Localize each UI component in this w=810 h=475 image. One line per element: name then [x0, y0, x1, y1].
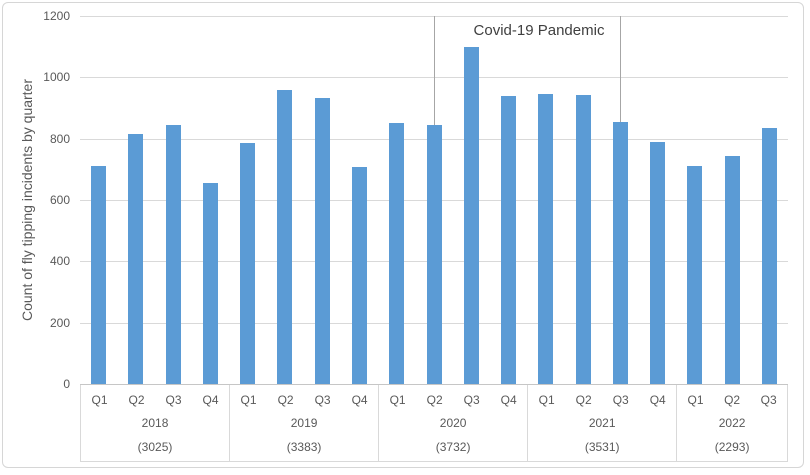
bar-2018-q3: [165, 124, 181, 384]
y-tick-label: 400: [49, 254, 70, 269]
covid-annotation-label: Covid-19 Pandemic: [473, 22, 605, 39]
covid-start-line: [434, 16, 435, 126]
x-tick-2021-q1: Q1: [538, 393, 555, 407]
bar-2020-q1: [389, 122, 405, 384]
bar-2021-q1: [538, 93, 554, 384]
x-tick-2022-q1: Q1: [687, 393, 704, 407]
quarter-label-row: Q1 Q2 Q3 Q4: [379, 385, 527, 411]
x-tick-2020-q2: Q2: [426, 393, 443, 407]
x-tick-2021-q4: Q4: [649, 393, 666, 407]
x-tick-2019-q1: Q1: [240, 393, 257, 407]
quarter-label-row: Q1 Q2 Q3 Q4: [81, 385, 229, 411]
quarter-label-row: Q1 Q2 Q3 Q4: [230, 385, 378, 411]
x-tick-2018-q2: Q2: [128, 393, 145, 407]
year-total-2018: (3025): [137, 440, 173, 454]
bar-2021-q3: [612, 122, 628, 384]
bar-2018-q4: [202, 183, 218, 384]
x-axis-group-2018: Q1 Q2 Q3 Q4 2018 (3025): [80, 385, 229, 461]
bar-2020-q4: [501, 96, 517, 384]
year-label-2021: 2021: [588, 416, 616, 430]
year-total-2020: (3732): [435, 440, 471, 454]
x-tick-2018-q4: Q4: [202, 393, 219, 407]
year-total-2022: (2293): [714, 440, 750, 454]
y-tick-label: 0: [63, 377, 70, 391]
bar-2019-q4: [351, 167, 367, 384]
bar-2022-q2: [724, 155, 740, 384]
bar-2022-q3: [761, 127, 777, 384]
bar-2019-q3: [314, 97, 330, 384]
y-tick-label: 800: [49, 131, 70, 146]
covid-end-line: [620, 16, 622, 123]
bar-2020-q2: [426, 125, 442, 384]
y-tick-label: 1000: [43, 70, 70, 85]
x-axis-group-2019: Q1 Q2 Q3 Q4 2019 (3383): [229, 385, 378, 461]
x-axis-category-table: Q1 Q2 Q3 Q4 2018 (3025) Q1 Q2 Q3 Q4 2019 (3383) Q1 Q2…: [80, 384, 788, 462]
x-axis-group-2021: Q1 Q2 Q3 Q4 2021 (3531): [527, 385, 676, 461]
year-total-2019: (3383): [286, 440, 322, 454]
bar-2019-q1: [240, 142, 256, 384]
x-tick-2020-q4: Q4: [500, 393, 517, 407]
x-tick-2019-q4: Q4: [351, 393, 368, 407]
y-tick-label: 1200: [43, 9, 70, 23]
x-tick-2021-q3: Q3: [612, 393, 629, 407]
x-tick-2018-q3: Q3: [165, 393, 182, 407]
bar-2018-q1: [91, 165, 107, 384]
x-tick-2018-q1: Q1: [91, 393, 108, 407]
year-label-2022: 2022: [718, 416, 746, 430]
year-label-2019: 2019: [290, 416, 318, 430]
year-label-2020: 2020: [439, 416, 467, 430]
bar-2021-q2: [575, 95, 591, 384]
y-tick-label: 600: [49, 193, 70, 207]
x-tick-2019-q3: Q3: [314, 393, 331, 407]
bar-2021-q4: [650, 141, 666, 384]
quarter-label-row: Q1 Q2 Q3: [677, 385, 787, 411]
x-tick-2020-q1: Q1: [389, 393, 406, 407]
x-axis-group-2022: Q1 Q2 Q3 2022 (2293): [676, 385, 788, 461]
x-tick-2021-q2: Q2: [575, 393, 592, 407]
x-tick-2020-q3: Q3: [463, 393, 480, 407]
x-tick-2019-q2: Q2: [277, 393, 294, 407]
x-axis-group-2020: Q1 Q2 Q3 Q4 2020 (3732): [378, 385, 527, 461]
x-tick-2022-q3: Q3: [760, 393, 777, 407]
bar-2019-q2: [277, 90, 293, 384]
year-total-2021: (3531): [584, 440, 620, 454]
bar-2018-q2: [128, 134, 144, 384]
bar-2022-q1: [687, 165, 703, 384]
year-label-2018: 2018: [141, 416, 169, 430]
y-tick-label: 200: [49, 315, 70, 330]
x-tick-2022-q2: Q2: [724, 393, 741, 407]
bar-2020-q3: [463, 47, 479, 384]
quarter-label-row: Q1 Q2 Q3 Q4: [528, 385, 676, 411]
